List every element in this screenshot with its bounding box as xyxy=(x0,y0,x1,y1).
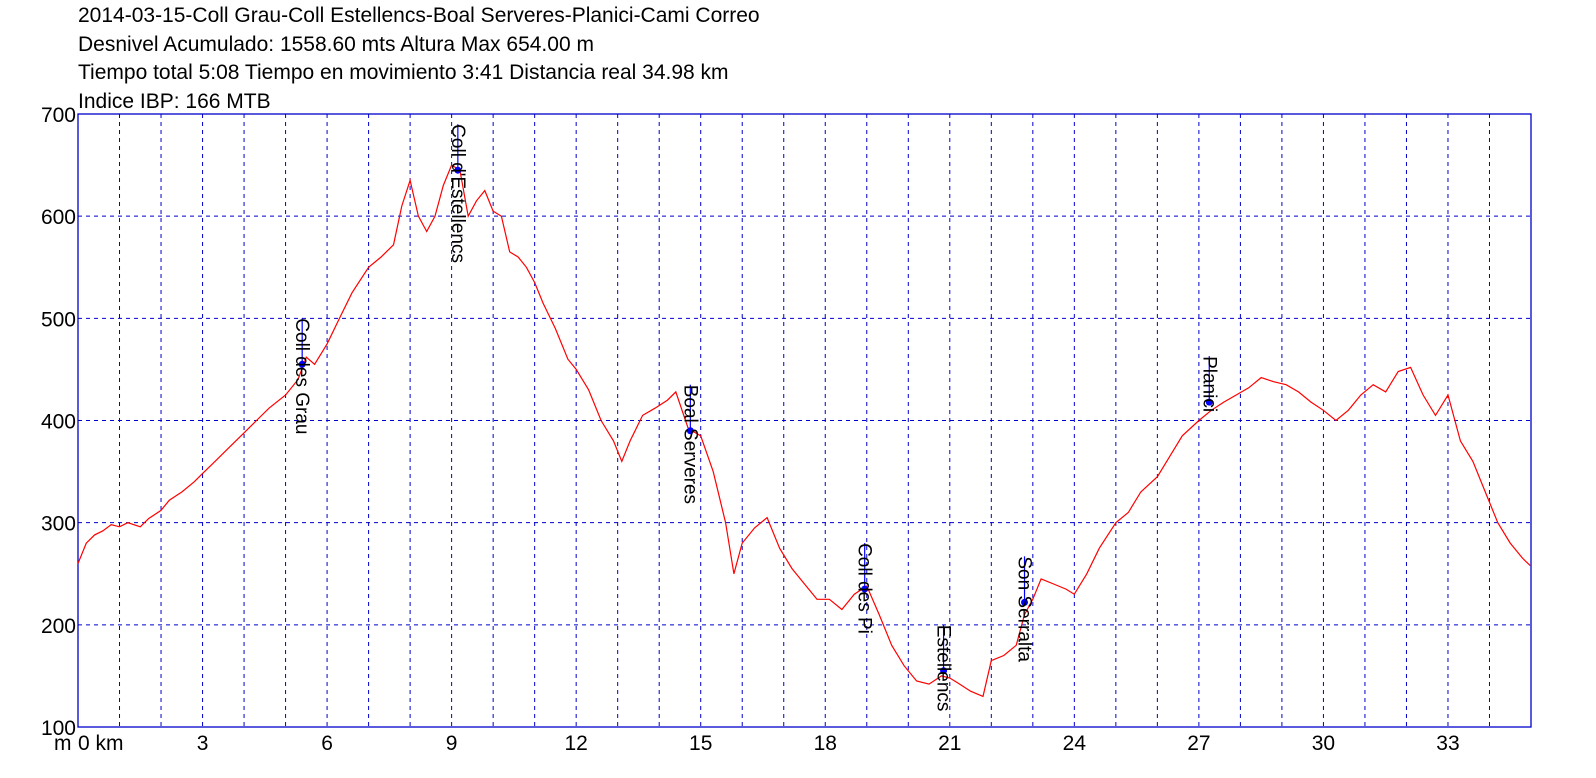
x-tick-label: 24 xyxy=(1063,732,1087,755)
plot-frame xyxy=(77,113,1532,728)
summary-ibp-index: Indice IBP: 166 MTB xyxy=(78,89,271,113)
waypoint: Planici xyxy=(1198,356,1219,412)
x-tick-label: 21 xyxy=(938,732,961,755)
waypoint-dot xyxy=(1205,398,1213,406)
waypoint: Boal Serveres xyxy=(679,384,700,504)
summary-time-distance: Tiempo total 5:08 Tiempo en movimiento 3… xyxy=(78,61,729,84)
waypoint-dot xyxy=(940,667,948,675)
waypoint-dot xyxy=(454,166,462,174)
waypoint-dot xyxy=(1021,598,1029,606)
x-tick-label: 3 xyxy=(197,732,209,755)
waypoint: Coll des Pi xyxy=(854,543,875,634)
y-tick-label: 400 xyxy=(41,411,76,434)
elevation-series-line xyxy=(77,164,1531,698)
waypoint-label: Son Serralta xyxy=(1014,556,1035,662)
waypoint-label: Planici xyxy=(1198,356,1219,412)
waypoint-dot xyxy=(686,427,694,435)
waypoint-label: Boal Serveres xyxy=(679,385,700,504)
waypoint-dot xyxy=(861,585,869,593)
y-axis-unit-label: m xyxy=(54,732,72,755)
x-tick-label: 15 xyxy=(689,732,712,755)
y-tick-label: 300 xyxy=(41,513,76,536)
y-tick-label: 500 xyxy=(41,308,76,331)
x-tick-label: 12 xyxy=(564,732,587,755)
chart-title: 2014-03-15-Coll Grau-Coll Estellencs-Boa… xyxy=(78,4,760,27)
y-tick-label: 700 xyxy=(41,104,76,127)
x-tick-label: 27 xyxy=(1187,732,1210,755)
waypoint: Son Serralta xyxy=(1014,556,1035,662)
summary-elevation: Desnivel Acumulado: 1558.60 mts Altura M… xyxy=(78,32,594,56)
waypoint: Coll des Grau xyxy=(291,318,312,434)
waypoint-label: Coll d'Estellencs xyxy=(447,124,468,263)
waypoint: Coll d'Estellencs xyxy=(447,124,468,263)
y-tick-label: 100 xyxy=(41,717,76,740)
x-tick-label: 0 km xyxy=(78,732,124,755)
waypoint-label: Estellencs xyxy=(933,625,954,712)
waypoint-dot xyxy=(298,360,306,368)
waypoint: Estellencs xyxy=(933,624,954,712)
x-axis-tick-labels: 0 km 3 6 9 12 15 18 21 24 27 30 33 xyxy=(78,732,1460,755)
grid-lines xyxy=(78,114,1531,727)
y-tick-label: 200 xyxy=(41,615,76,638)
y-axis-tick-labels: 100 200 300 400 500 600 700 xyxy=(41,104,76,740)
x-tick-label: 9 xyxy=(446,732,458,755)
x-tick-label: 6 xyxy=(321,732,333,755)
chart-title-block: 2014-03-15-Coll Grau-Coll Estellencs-Boa… xyxy=(78,2,760,116)
waypoint-markers: Coll des Grau Coll d'Estellencs Boal Serve… xyxy=(291,124,1219,711)
x-tick-label: 18 xyxy=(814,732,837,755)
waypoint-label: Coll des Pi xyxy=(854,543,875,634)
x-tick-label: 33 xyxy=(1436,732,1459,755)
waypoint-label: Coll des Grau xyxy=(291,318,312,434)
y-tick-label: 600 xyxy=(41,206,76,229)
x-tick-label: 30 xyxy=(1312,732,1335,755)
